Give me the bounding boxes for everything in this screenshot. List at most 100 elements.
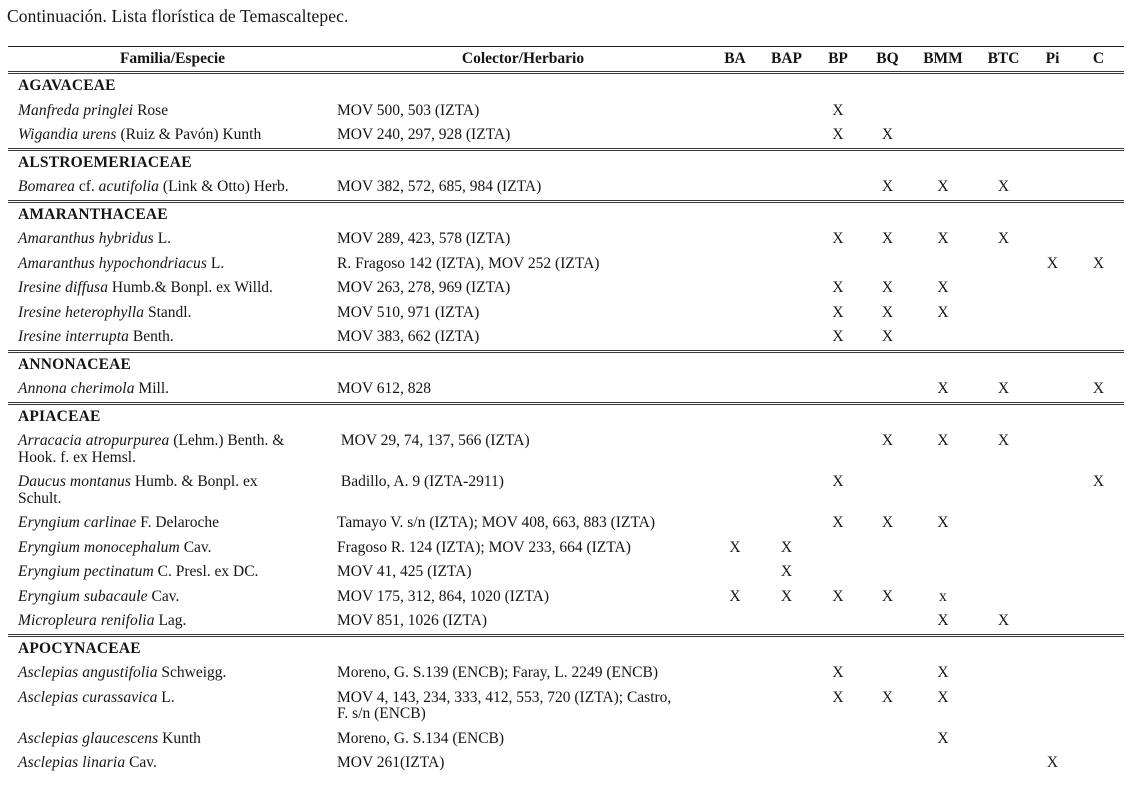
mark-cell-c xyxy=(1073,123,1124,149)
mark-cell-bap xyxy=(761,252,812,277)
mark-cell-pi xyxy=(1032,175,1073,201)
mark-cell-bap xyxy=(761,227,812,252)
table-row: Iresine diffusa Humb.& Bonpl. ex Willd. M… xyxy=(8,276,1124,301)
mark-cell-bmm: X xyxy=(937,729,949,747)
species-cell: Amaranthus hybridus L. xyxy=(8,227,337,252)
species-cell: Amaranthus hypochondriacus L. xyxy=(8,252,337,277)
mark-cell-ba xyxy=(709,377,761,403)
mark-cell-bq: X xyxy=(881,126,894,143)
mark-cell-bap xyxy=(761,99,812,124)
mark-cell-c xyxy=(1073,99,1124,124)
mark-cell-pi xyxy=(1032,227,1073,252)
species-name-italic: Amaranthus hybridus xyxy=(18,230,154,247)
mark-cell-btc xyxy=(975,511,1032,536)
mark-cell-bp: X xyxy=(832,473,844,490)
mark-cell-bmm: X xyxy=(937,664,949,681)
mark-cell-btc: X xyxy=(997,432,1010,449)
table-row: Asclepias linaria Cav. MOV 261(IZTA) X xyxy=(8,751,1124,776)
species-cell: Asclepias angustifolia Schweigg. xyxy=(8,661,337,686)
mark-cell-bap xyxy=(761,609,812,635)
header-row: Familia/Especie Colector/Herbario BA BAP… xyxy=(8,46,1124,74)
mark-cell-bap xyxy=(761,276,812,301)
species-author-roman: Schweigg. xyxy=(157,664,227,681)
species-author-roman: Humb.& Bonpl. ex Willd. xyxy=(108,279,273,296)
species-cell: Iresine heterophylla Standl. xyxy=(8,301,337,326)
table-row: Eryngium monocephalum Cav. Fragoso R. 124… xyxy=(8,536,1124,561)
family-name: ANNONACEAE xyxy=(8,349,1124,377)
mark-cell-pi xyxy=(1032,686,1073,727)
mark-cell-c xyxy=(1073,585,1124,610)
column-header-btc: BTC xyxy=(975,46,1032,74)
family-row: ANNONACEAE xyxy=(8,349,1124,377)
table-row: Arracacia atropurpurea (Lehm.) Benth. & … xyxy=(8,429,1124,470)
species-author-roman: (Lehm.) Benth. & Hook. f. ex Hemsl. xyxy=(18,432,285,466)
mark-cell-bap xyxy=(761,661,812,686)
mark-cell-ba xyxy=(709,429,761,470)
species-author-roman: cf. xyxy=(74,178,99,195)
mark-cell-pi xyxy=(1032,276,1073,301)
mark-cell-bap xyxy=(761,325,812,351)
mark-cell-btc xyxy=(975,536,1032,561)
mark-cell-btc: X xyxy=(997,612,1010,629)
species-cell: Arracacia atropurpurea (Lehm.) Benth. & … xyxy=(8,429,337,470)
mark-cell-btc: X xyxy=(997,178,1010,195)
table-row: Amaranthus hybridus L. MOV 289, 423, 578 … xyxy=(8,227,1124,252)
mark-cell-bq: X xyxy=(881,432,894,449)
mark-cell-btc xyxy=(975,252,1032,277)
column-header-ba: BA xyxy=(709,46,761,74)
species-name-italic: Asclepias angustifolia xyxy=(18,664,158,681)
mark-cell-ba xyxy=(709,227,761,252)
mark-cell-bap xyxy=(761,123,812,149)
species-cell: Bomarea cf. acutifolia (Link & Otto) Her… xyxy=(8,175,337,201)
mark-cell-bq xyxy=(864,751,911,776)
species-cell: Iresine interrupta Benth. xyxy=(8,325,337,351)
mark-cell-pi xyxy=(1032,377,1073,403)
mark-cell-bap xyxy=(761,727,812,752)
mark-cell-ba xyxy=(709,470,761,511)
table-row: Eryngium carlinae F. Delaroche Tamayo V. … xyxy=(8,511,1124,536)
table-row: Wigandia urens (Ruiz & Pavón) Kunth MOV 2… xyxy=(8,123,1124,149)
mark-cell-btc xyxy=(975,727,1032,752)
mark-cell-bmm xyxy=(911,99,975,124)
mark-cell-bmm xyxy=(911,123,975,149)
family-row: AGAVACEAE xyxy=(8,73,1124,99)
mark-cell-bmm xyxy=(911,252,975,277)
species-author-roman: Cav. xyxy=(147,587,180,605)
species-name-italic: Eryngium pectinatum xyxy=(18,563,154,580)
mark-cell-c: X xyxy=(1092,254,1105,272)
mark-cell-ba xyxy=(709,175,761,201)
mark-cell-bq: X xyxy=(881,178,894,195)
mark-cell-bp xyxy=(812,429,864,470)
mark-cell-bap xyxy=(761,377,812,403)
species-name-italic: Bomarea xyxy=(18,178,75,195)
collector-cell: Fragoso R. 124 (IZTA); MOV 233, 664 (IZT… xyxy=(337,538,631,556)
species-name-italic: Asclepias curassavica xyxy=(18,688,158,706)
mark-cell-bap: X xyxy=(780,563,793,580)
mark-cell-c xyxy=(1073,175,1124,201)
species-cell: Eryngium pectinatum C. Presl. ex DC. xyxy=(8,560,337,585)
mark-cell-pi xyxy=(1032,727,1073,752)
mark-cell-ba xyxy=(709,751,761,776)
mark-cell-btc xyxy=(975,751,1032,776)
column-header-bp: BP xyxy=(812,46,864,74)
column-header-pi: Pi xyxy=(1032,46,1073,74)
mark-cell-ba xyxy=(709,276,761,301)
column-header-familia-especie: Familia/Especie xyxy=(8,46,337,74)
mark-cell-ba xyxy=(709,661,761,686)
table-row: Asclepias glaucescens Kunth Moreno, G. S.… xyxy=(8,727,1124,752)
mark-cell-bap xyxy=(761,751,812,776)
mark-cell-bq xyxy=(864,609,911,635)
collector-cell: Moreno, G. S.134 (ENCB) xyxy=(337,729,505,747)
mark-cell-bp: X xyxy=(832,664,844,681)
mark-cell-bmm: X xyxy=(937,279,949,296)
species-cell: Wigandia urens (Ruiz & Pavón) Kunth xyxy=(8,123,337,149)
mark-cell-bmm: X xyxy=(937,380,949,397)
mark-cell-btc xyxy=(975,123,1032,149)
mark-cell-bmm xyxy=(911,470,975,511)
table-row: Eryngium pectinatum C. Presl. ex DC. MOV … xyxy=(8,560,1124,585)
mark-cell-bmm: X xyxy=(937,432,949,449)
species-author-roman: Rose xyxy=(133,101,169,119)
species-author-roman: Cav. xyxy=(179,538,212,556)
mark-cell-c xyxy=(1073,227,1124,252)
